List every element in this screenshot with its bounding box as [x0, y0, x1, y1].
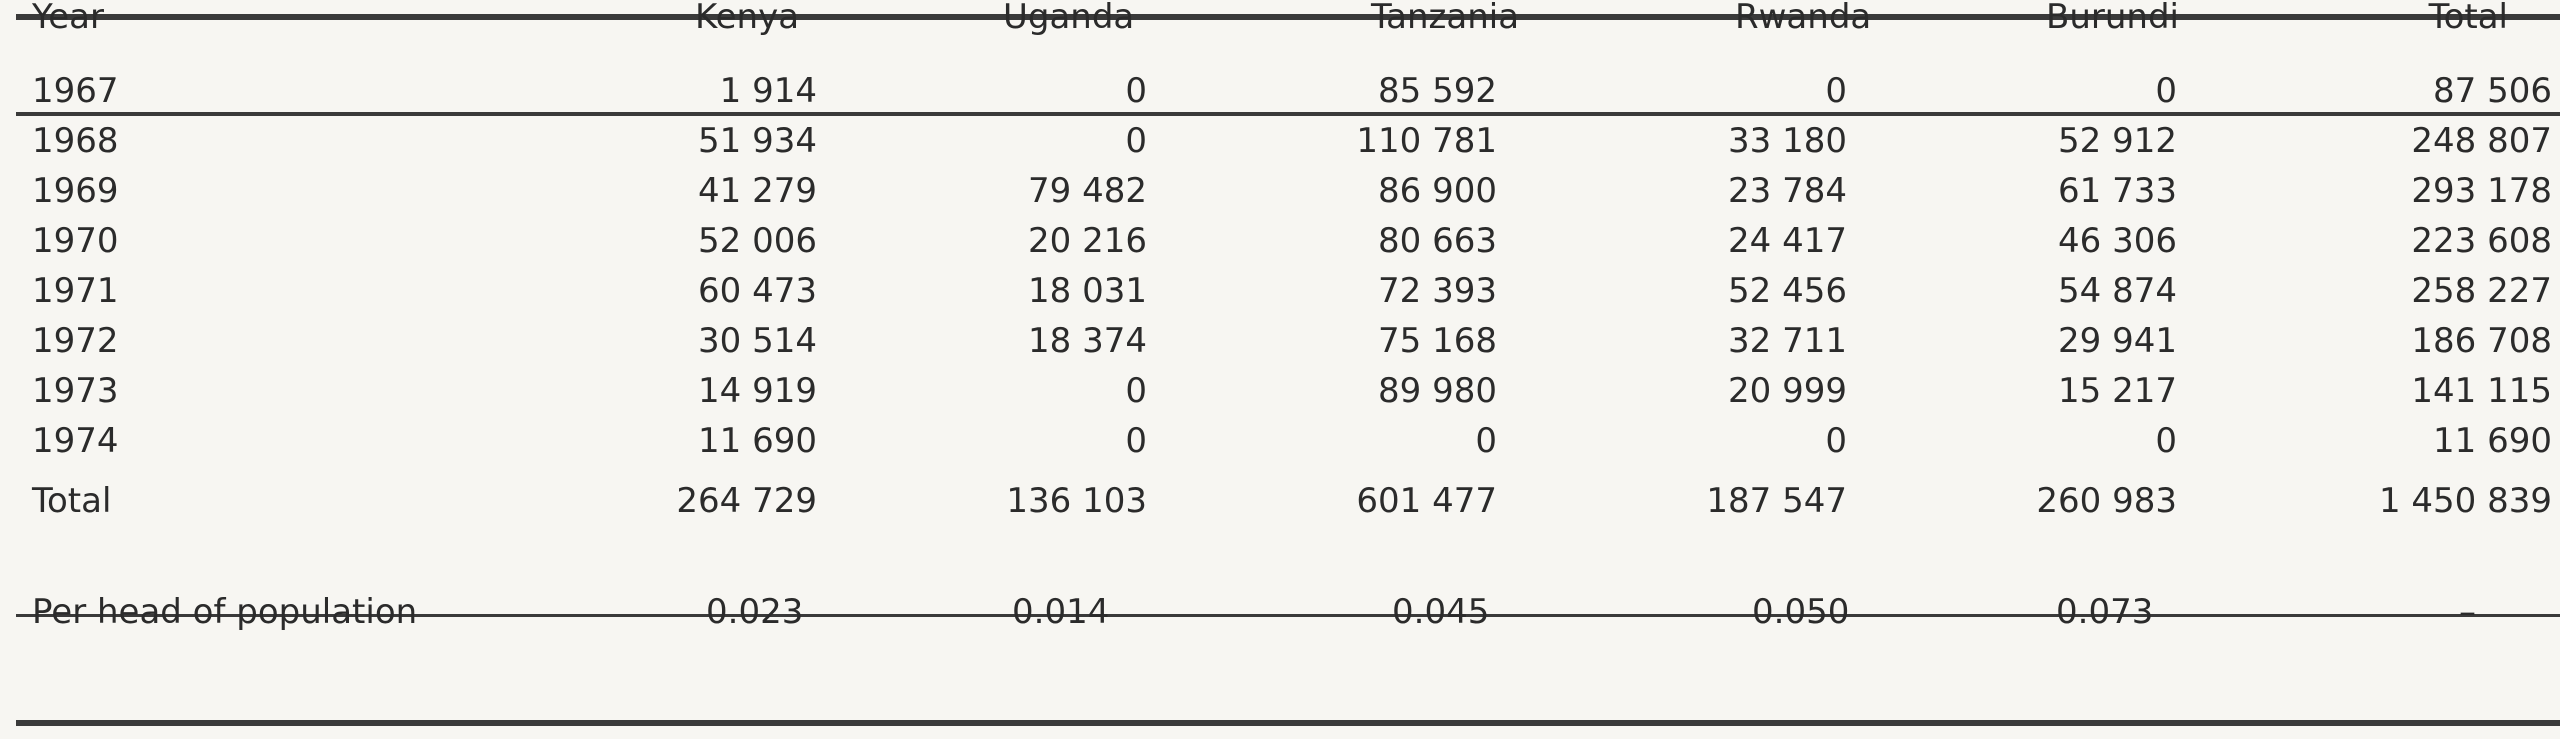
kenya-cell: 41 279	[698, 171, 817, 211]
year-cell: 1968	[32, 121, 119, 161]
uganda-cell: 0	[1125, 421, 1147, 461]
burundi-cell: 46 306	[2058, 221, 2177, 261]
table-row: 1970 52 006 20 216 80 663 24 417 46 306 …	[16, 216, 2560, 266]
uganda-total: 136 103	[1006, 481, 1147, 521]
total-cell: 186 708	[2411, 321, 2552, 361]
grand-total: 1 450 839	[2378, 481, 2552, 521]
tanzania-per-head: 0.045	[1392, 592, 1490, 632]
burundi-cell: 29 941	[2058, 321, 2177, 361]
per-head-row: Per head of population 0.023 0.014 0.045…	[16, 550, 2560, 662]
total-label: Total	[32, 481, 112, 521]
year-cell: 1969	[32, 171, 119, 211]
tanzania-cell: 89 980	[1378, 371, 1497, 411]
bottom-rule	[16, 720, 2560, 726]
total-cell: 87 506	[2433, 71, 2552, 111]
tanzania-cell: 75 168	[1378, 321, 1497, 361]
kenya-per-head: 0.023	[706, 592, 804, 632]
rwanda-cell: 0	[1825, 421, 1847, 461]
burundi-cell: 54 874	[2058, 271, 2177, 311]
total-cell: 223 608	[2411, 221, 2552, 261]
rwanda-total: 187 547	[1706, 481, 1847, 521]
header-kenya: Kenya	[695, 0, 800, 37]
total-cell: 258 227	[2411, 271, 2552, 311]
header-uganda: Uganda	[1003, 0, 1135, 37]
uganda-cell: 18 374	[1028, 321, 1147, 361]
header-rule	[16, 112, 2560, 116]
uganda-cell: 20 216	[1028, 221, 1147, 261]
kenya-cell: 60 473	[698, 271, 817, 311]
year-cell: 1974	[32, 421, 119, 461]
table-row: 1969 41 279 79 482 86 900 23 784 61 733 …	[16, 166, 2560, 216]
kenya-cell: 14 919	[698, 371, 817, 411]
uganda-cell: 0	[1125, 371, 1147, 411]
year-cell: 1967	[32, 71, 119, 111]
tanzania-total: 601 477	[1356, 481, 1497, 521]
top-rule	[16, 14, 2560, 20]
rwanda-cell: 23 784	[1728, 171, 1847, 211]
kenya-cell: 1 914	[719, 71, 817, 111]
tanzania-cell: 110 781	[1356, 121, 1497, 161]
total-row: Total 264 729 136 103 601 477 187 547 26…	[16, 466, 2560, 550]
uganda-cell: 0	[1125, 71, 1147, 111]
rwanda-cell: 20 999	[1728, 371, 1847, 411]
uganda-cell: 18 031	[1028, 271, 1147, 311]
uganda-cell: 0	[1125, 121, 1147, 161]
table-row: 1968 51 934 0 110 781 33 180 52 912 248 …	[16, 116, 2560, 166]
total-rule	[16, 614, 2560, 617]
burundi-total: 260 983	[2036, 481, 2177, 521]
total-cell: 248 807	[2411, 121, 2552, 161]
total-cell: 293 178	[2411, 171, 2552, 211]
kenya-cell: 51 934	[698, 121, 817, 161]
rwanda-per-head: 0.050	[1752, 592, 1850, 632]
uganda-per-head: 0.014	[1012, 592, 1110, 632]
header-rwanda: Rwanda	[1735, 0, 1872, 37]
table-row: 1972 30 514 18 374 75 168 32 711 29 941 …	[16, 316, 2560, 366]
burundi-cell: 0	[2155, 421, 2177, 461]
header-year: Year	[32, 0, 104, 37]
tanzania-cell: 0	[1475, 421, 1497, 461]
burundi-per-head: 0.073	[2056, 592, 2154, 632]
burundi-cell: 61 733	[2058, 171, 2177, 211]
year-cell: 1972	[32, 321, 119, 361]
header-tanzania: Tanzania	[1371, 0, 1520, 37]
rwanda-cell: 24 417	[1728, 221, 1847, 261]
header-row: Year Kenya Uganda Tanzania Rwanda Burund…	[16, 0, 2560, 34]
burundi-cell: 52 912	[2058, 121, 2177, 161]
total-cell: 141 115	[2411, 371, 2552, 411]
table-row: 1967 1 914 0 85 592 0 0 87 506	[16, 34, 2560, 116]
tanzania-cell: 85 592	[1378, 71, 1497, 111]
kenya-cell: 52 006	[698, 221, 817, 261]
rwanda-cell: 52 456	[1728, 271, 1847, 311]
tanzania-cell: 72 393	[1378, 271, 1497, 311]
kenya-total: 264 729	[676, 481, 817, 521]
tanzania-cell: 86 900	[1378, 171, 1497, 211]
rwanda-cell: 0	[1825, 71, 1847, 111]
burundi-cell: 0	[2155, 71, 2177, 111]
year-cell: 1973	[32, 371, 119, 411]
uganda-cell: 79 482	[1028, 171, 1147, 211]
header-burundi: Burundi	[2046, 0, 2179, 37]
table-row: 1971 60 473 18 031 72 393 52 456 54 874 …	[16, 266, 2560, 316]
total-cell: 11 690	[2433, 421, 2552, 461]
kenya-cell: 11 690	[698, 421, 817, 461]
year-cell: 1970	[32, 221, 119, 261]
total-per-head: –	[2459, 592, 2476, 632]
kenya-cell: 30 514	[698, 321, 817, 361]
header-total: Total	[2428, 0, 2508, 37]
table-row: 1973 14 919 0 89 980 20 999 15 217 141 1…	[16, 366, 2560, 416]
rwanda-cell: 32 711	[1728, 321, 1847, 361]
tanzania-cell: 80 663	[1378, 221, 1497, 261]
per-head-label: Per head of population	[32, 592, 418, 632]
data-table: Year Kenya Uganda Tanzania Rwanda Burund…	[16, 0, 2560, 662]
burundi-cell: 15 217	[2058, 371, 2177, 411]
rwanda-cell: 33 180	[1728, 121, 1847, 161]
table-row: 1974 11 690 0 0 0 0 11 690	[16, 416, 2560, 466]
year-cell: 1971	[32, 271, 119, 311]
